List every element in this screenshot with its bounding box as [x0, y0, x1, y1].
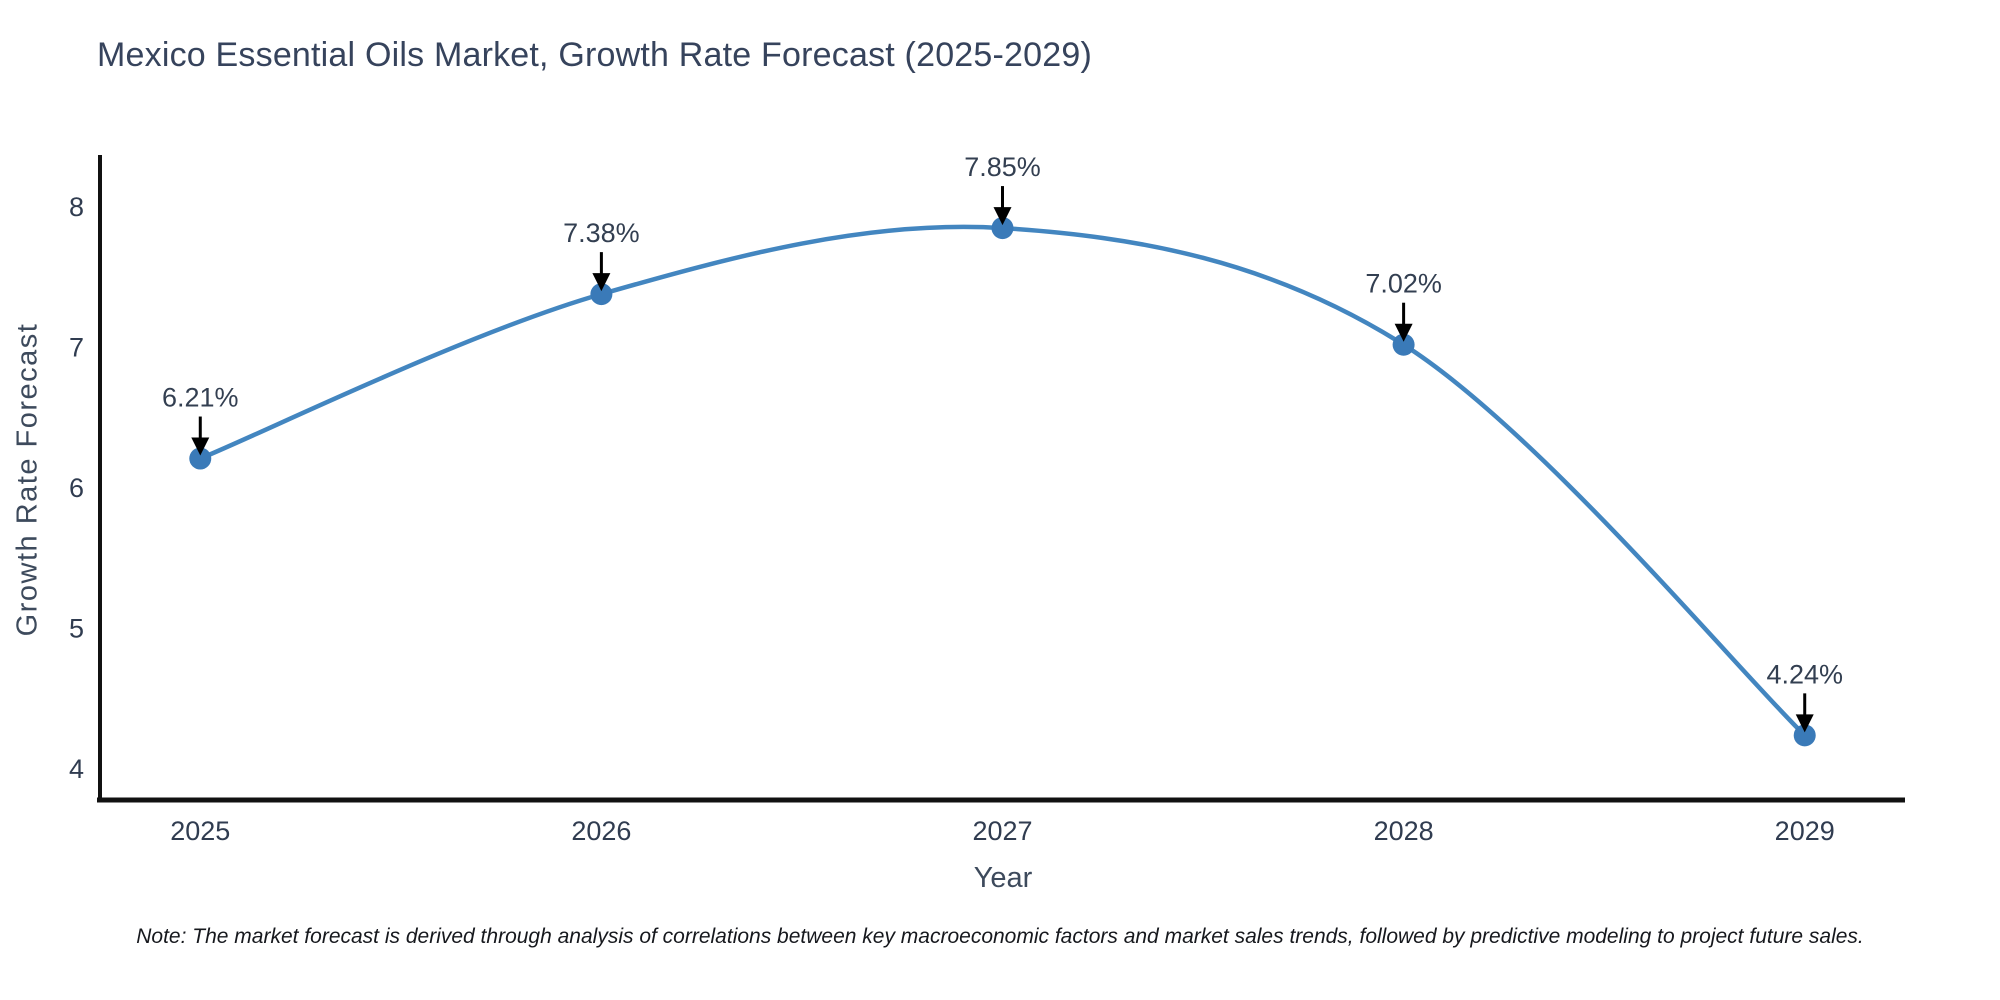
data-point-2029	[1793, 724, 1816, 747]
x-tick-label: 2029	[1775, 816, 1835, 846]
footnote: Note: The market forecast is derived thr…	[136, 925, 1864, 948]
y-tick-label: 4	[69, 754, 84, 784]
x-tick-label: 2026	[571, 816, 631, 846]
annotation-arrowhead	[191, 437, 210, 456]
x-axis-title: Year	[973, 862, 1033, 894]
point-value-label: 7.85%	[964, 152, 1041, 182]
x-tick-label: 2027	[972, 816, 1032, 846]
point-value-label: 7.38%	[563, 218, 640, 248]
point-value-label: 6.21%	[162, 383, 239, 413]
y-tick-label: 5	[69, 614, 84, 644]
annotation-arrowhead	[993, 207, 1012, 226]
data-point-2026	[590, 283, 613, 306]
x-tick-label: 2028	[1374, 816, 1434, 846]
chart-title: Mexico Essential Oils Market, Growth Rat…	[97, 36, 1092, 74]
y-tick-label: 6	[69, 473, 84, 503]
data-point-2027	[991, 217, 1014, 240]
forecast-line	[198, 224, 1807, 738]
y-tick-label: 7	[69, 333, 84, 363]
point-value-label: 7.02%	[1365, 269, 1442, 299]
y-tick-label: 8	[69, 192, 84, 222]
annotation-arrowhead	[592, 273, 611, 292]
point-value-label: 4.24%	[1766, 659, 1843, 689]
data-point-2028	[1392, 333, 1415, 356]
data-point-2025	[189, 447, 212, 470]
annotation-arrowhead	[1795, 714, 1814, 733]
annotation-arrowhead	[1394, 323, 1413, 342]
x-tick-label: 2025	[170, 816, 230, 846]
